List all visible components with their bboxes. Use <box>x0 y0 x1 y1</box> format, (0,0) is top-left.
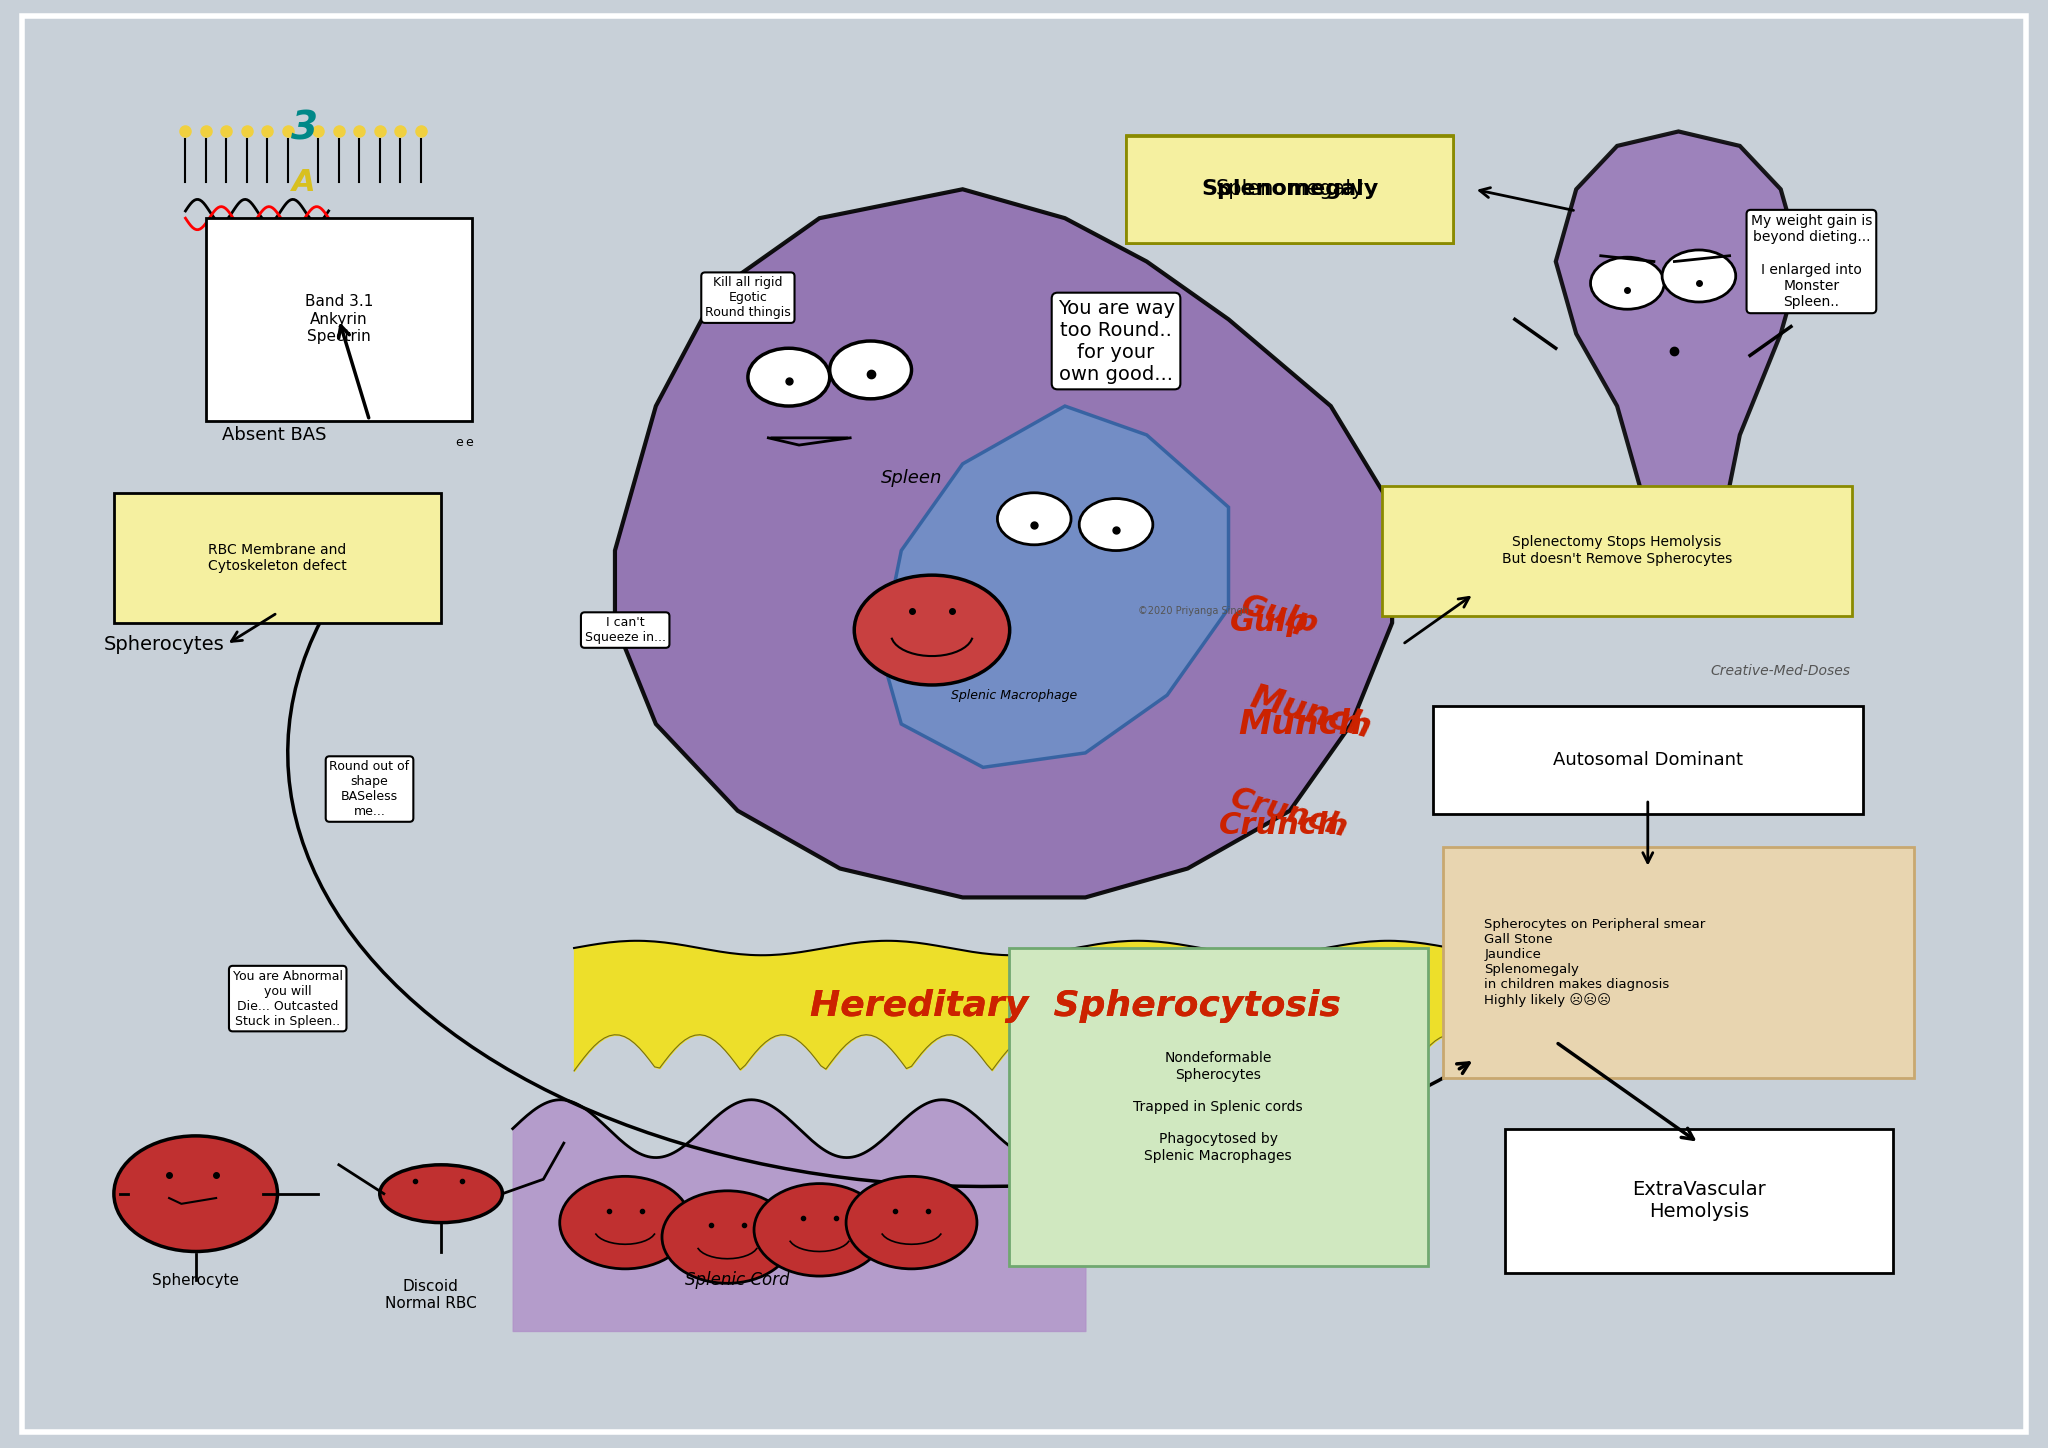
Text: Spherocytes on Peripheral smear
Gall Stone
Jaundice
Splenomegaly
in children mak: Spherocytes on Peripheral smear Gall Sto… <box>1485 918 1706 1006</box>
Text: Crunch: Crunch <box>1229 783 1352 843</box>
FancyBboxPatch shape <box>1126 136 1454 243</box>
Text: Hereditary  Spherocytosis: Hereditary Spherocytosis <box>809 989 1341 1022</box>
Text: You are way
too Round..
for your
own good...: You are way too Round.. for your own goo… <box>1057 298 1176 384</box>
Text: Munch: Munch <box>1237 708 1362 740</box>
FancyBboxPatch shape <box>1126 135 1454 243</box>
Text: Creative-Med-Doses: Creative-Med-Doses <box>1710 663 1851 678</box>
Text: Spherocyte: Spherocyte <box>152 1273 240 1287</box>
Ellipse shape <box>379 1164 502 1222</box>
Text: e: e <box>465 436 473 449</box>
Circle shape <box>754 1183 885 1276</box>
Text: ExtraVascular
Hemolysis: ExtraVascular Hemolysis <box>1632 1180 1765 1222</box>
Circle shape <box>1591 258 1665 310</box>
Text: Discoid
Normal RBC: Discoid Normal RBC <box>385 1279 477 1310</box>
Text: My weight gain is
beyond dieting...

I enlarged into
Monster
Spleen..: My weight gain is beyond dieting... I en… <box>1751 214 1872 308</box>
Text: Splenomegaly: Splenomegaly <box>1202 180 1378 200</box>
Text: Splenectomy Stops Hemolysis
But doesn't Remove Spherocytes: Splenectomy Stops Hemolysis But doesn't … <box>1501 536 1733 566</box>
Circle shape <box>997 492 1071 544</box>
Circle shape <box>854 575 1010 685</box>
Circle shape <box>1663 251 1737 303</box>
Circle shape <box>1079 498 1153 550</box>
Text: Autosomal Dominant: Autosomal Dominant <box>1552 752 1743 769</box>
Text: Crunch: Crunch <box>1219 811 1339 840</box>
Text: ©2020 Priyanga Singh: ©2020 Priyanga Singh <box>1139 607 1249 617</box>
Polygon shape <box>614 190 1393 898</box>
Text: Absent BAS: Absent BAS <box>223 426 328 445</box>
Text: Round out of
shape
BASeless
me...: Round out of shape BASeless me... <box>330 760 410 818</box>
Text: Kill all rigid
Egotic
Round thingis: Kill all rigid Egotic Round thingis <box>705 277 791 319</box>
Text: RBC Membrane and
Cytoskeleton defect: RBC Membrane and Cytoskeleton defect <box>209 543 346 573</box>
Text: You are Abnormal
you will
Die... Outcasted
Stuck in Spleen..: You are Abnormal you will Die... Outcast… <box>233 970 342 1028</box>
Text: 3: 3 <box>291 110 317 148</box>
Circle shape <box>559 1176 690 1268</box>
Circle shape <box>846 1176 977 1268</box>
Text: Spherocytes: Spherocytes <box>104 636 225 654</box>
Text: Spleen: Spleen <box>881 469 942 488</box>
Circle shape <box>662 1190 793 1283</box>
Text: Hereditary  Spherocytosis: Hereditary Spherocytosis <box>809 989 1341 1022</box>
FancyBboxPatch shape <box>1382 485 1851 615</box>
FancyBboxPatch shape <box>115 492 440 623</box>
FancyBboxPatch shape <box>1010 948 1427 1266</box>
FancyBboxPatch shape <box>1434 707 1862 814</box>
Text: Gulp: Gulp <box>1237 591 1321 640</box>
FancyBboxPatch shape <box>207 219 471 420</box>
Text: Nondeformable
Spherocytes

Trapped in Splenic cords

Phagocytosed by
Splenic Mac: Nondeformable Spherocytes Trapped in Spl… <box>1133 1051 1303 1163</box>
Text: Munch: Munch <box>1245 681 1374 744</box>
Polygon shape <box>1556 132 1800 550</box>
Polygon shape <box>881 405 1229 767</box>
Circle shape <box>829 342 911 398</box>
Text: Gulp: Gulp <box>1231 608 1309 637</box>
Text: Splenic Cord: Splenic Cord <box>686 1271 791 1289</box>
Circle shape <box>115 1135 276 1251</box>
Text: Splenomegaly: Splenomegaly <box>1217 180 1364 200</box>
Text: Band 3.1
Ankyrin
Spectrin: Band 3.1 Ankyrin Spectrin <box>305 294 373 345</box>
Text: I can't
Squeeze in...: I can't Squeeze in... <box>584 615 666 644</box>
Circle shape <box>748 348 829 405</box>
Text: e: e <box>455 436 463 449</box>
FancyBboxPatch shape <box>1444 847 1913 1079</box>
Text: A: A <box>293 168 315 197</box>
FancyBboxPatch shape <box>1505 1128 1892 1273</box>
Text: Splenic Macrophage: Splenic Macrophage <box>950 689 1077 702</box>
